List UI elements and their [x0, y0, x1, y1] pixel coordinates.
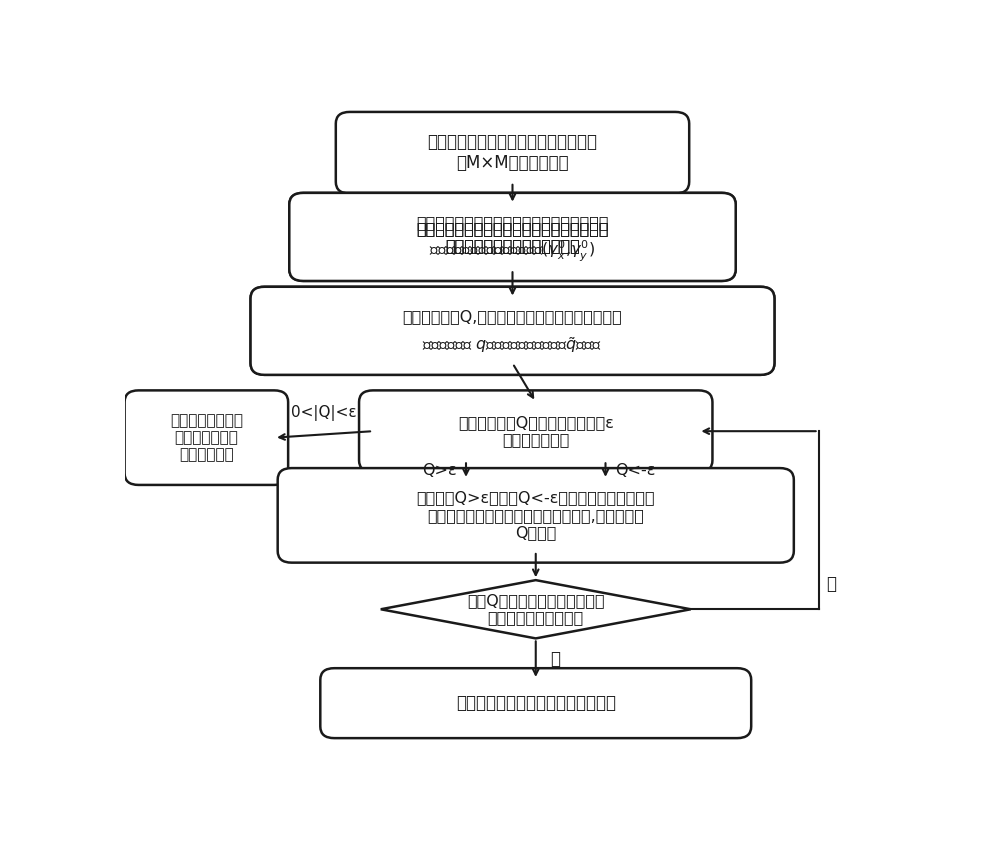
- FancyBboxPatch shape: [278, 468, 794, 563]
- Text: Q>ε: Q>ε: [422, 463, 457, 478]
- FancyBboxPatch shape: [251, 287, 774, 375]
- Text: 0<|Q|<ε: 0<|Q|<ε: [291, 405, 356, 421]
- FancyBboxPatch shape: [289, 193, 736, 281]
- Text: 构造评价函数Q,其值为偏转后目标照明面上的优化: 构造评价函数Q,其值为偏转后目标照明面上的优化: [403, 309, 622, 324]
- Text: 分块判断连通区域，计算使反射光斑向分块区: 分块判断连通区域，计算使反射光斑向分块区: [416, 215, 609, 230]
- Text: 构造评价函数Q,其值为偏转后目标照明面上的优化
光强分布函数 q并与目标光强分布函数q̃的差值: 构造评价函数Q,其值为偏转后目标照明面上的优化 光强分布函数 q并与目标光强分布…: [403, 315, 622, 347]
- Text: 终止，优化结束，得到角度偏转矩阵: 终止，优化结束，得到角度偏转矩阵: [456, 694, 616, 712]
- Text: 分块判断连通区域，计算使反射光斑向分块区
域集中的初始二维角度偏转矩阵: 分块判断连通区域，计算使反射光斑向分块区 域集中的初始二维角度偏转矩阵: [416, 220, 609, 253]
- Text: 当前Q小于阈值，或更新角度偏
转矩阵的此数达到上限: 当前Q小于阈值，或更新角度偏 转矩阵的此数达到上限: [467, 593, 605, 626]
- Text: 将目标照明区域与目标光强分布初始化
为M×M的像素点矩阵: 将目标照明区域与目标光强分布初始化 为M×M的像素点矩阵: [428, 134, 598, 172]
- Text: 分块判断连通区域，计算使反射光斑向分块区
域集中的初始二维角度偏转矩阵: 分块判断连通区域，计算使反射光斑向分块区 域集中的初始二维角度偏转矩阵: [416, 220, 609, 253]
- FancyBboxPatch shape: [359, 390, 712, 472]
- FancyBboxPatch shape: [336, 112, 689, 193]
- Text: 分别获取Q>ε的点和Q<-ε的点所对应的微反射镜
偏转角度的优化值，更新反射光斑位置,并获取此时
Q的取值: 分别获取Q>ε的点和Q<-ε的点所对应的微反射镜 偏转角度的优化值，更新反射光斑…: [416, 490, 655, 540]
- FancyBboxPatch shape: [320, 669, 751, 738]
- Polygon shape: [381, 580, 691, 638]
- FancyBboxPatch shape: [251, 287, 774, 375]
- FancyBboxPatch shape: [289, 193, 736, 281]
- Text: 否: 否: [826, 575, 836, 593]
- Text: 保持该点像素值所
对应的微反射镜
偏转角度不变: 保持该点像素值所 对应的微反射镜 偏转角度不变: [170, 413, 243, 463]
- FancyBboxPatch shape: [125, 390, 288, 485]
- Text: 域集中的初始二维角度偏转矩阵($\gamma_x^0$,$\gamma_y^0$): 域集中的初始二维角度偏转矩阵($\gamma_x^0$,$\gamma_y^0$…: [429, 239, 596, 264]
- Text: 光强分布函数 $q$并与目标光强分布函数$\tilde{q}$的差值: 光强分布函数 $q$并与目标光强分布函数$\tilde{q}$的差值: [422, 335, 603, 355]
- Text: Q<-ε: Q<-ε: [615, 463, 655, 478]
- Text: 根据评价函数Q中各像素点与阈值ε
的关系将其分组: 根据评价函数Q中各像素点与阈值ε 的关系将其分组: [458, 415, 614, 447]
- Text: 是: 是: [550, 650, 560, 668]
